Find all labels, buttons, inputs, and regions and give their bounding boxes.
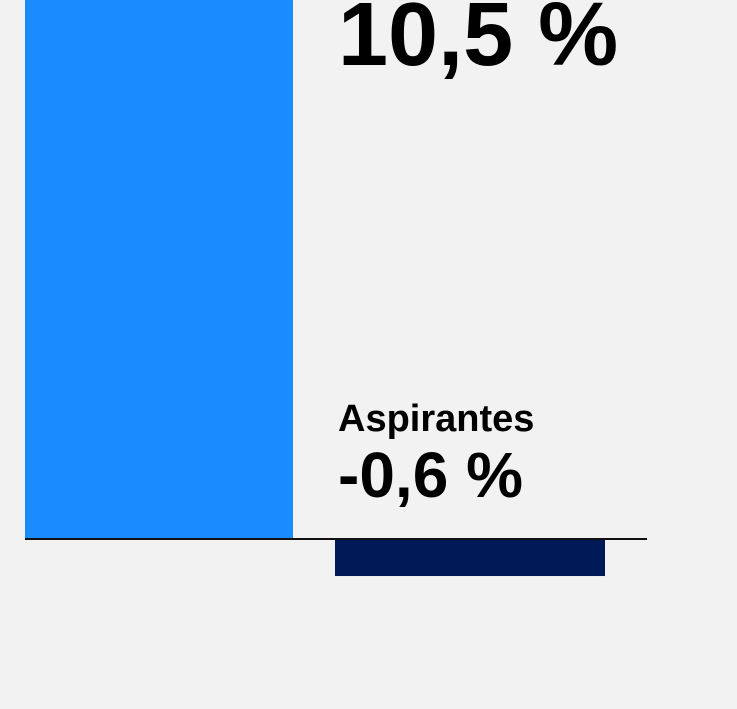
- value-label: -0,6 %: [338, 439, 523, 511]
- value-label: 10,5 %: [338, 0, 618, 85]
- bar: [25, 0, 293, 539]
- bar: [335, 539, 605, 577]
- category-label: Aspirantes: [338, 398, 534, 440]
